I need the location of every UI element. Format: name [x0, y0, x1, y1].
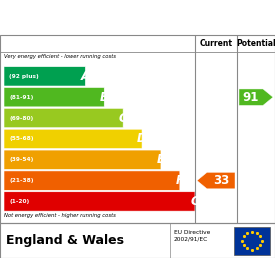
Text: C: C [119, 111, 128, 125]
Text: E: E [157, 153, 165, 166]
Text: (55-68): (55-68) [9, 136, 34, 141]
Text: B: B [100, 91, 109, 104]
Polygon shape [4, 129, 142, 149]
Polygon shape [4, 108, 123, 128]
Bar [234, 227, 270, 254]
Text: A: A [81, 70, 90, 83]
Text: EU Directive
2002/91/EC: EU Directive 2002/91/EC [174, 230, 210, 241]
Text: G: G [190, 195, 200, 208]
Text: (92 plus): (92 plus) [9, 74, 39, 79]
Text: Potential: Potential [236, 39, 275, 48]
Polygon shape [239, 89, 273, 106]
Text: 33: 33 [213, 174, 229, 187]
Text: F: F [176, 174, 184, 187]
Text: Current: Current [199, 39, 232, 48]
Text: 91: 91 [243, 91, 259, 104]
Polygon shape [4, 67, 85, 86]
Text: (1-20): (1-20) [9, 199, 29, 204]
Text: (21-38): (21-38) [9, 178, 34, 183]
Text: England & Wales: England & Wales [6, 234, 124, 247]
Polygon shape [4, 192, 195, 211]
Text: D: D [137, 132, 147, 146]
Text: (39-54): (39-54) [9, 157, 33, 162]
Polygon shape [4, 171, 180, 190]
Polygon shape [4, 150, 161, 170]
Text: Very energy efficient - lower running costs: Very energy efficient - lower running co… [4, 54, 116, 59]
Text: (69-80): (69-80) [9, 116, 33, 120]
Text: Energy Efficiency Rating: Energy Efficiency Rating [11, 11, 194, 24]
Text: (81-91): (81-91) [9, 95, 33, 100]
Polygon shape [4, 87, 104, 107]
Polygon shape [197, 172, 235, 189]
Text: Not energy efficient - higher running costs: Not energy efficient - higher running co… [4, 213, 116, 218]
